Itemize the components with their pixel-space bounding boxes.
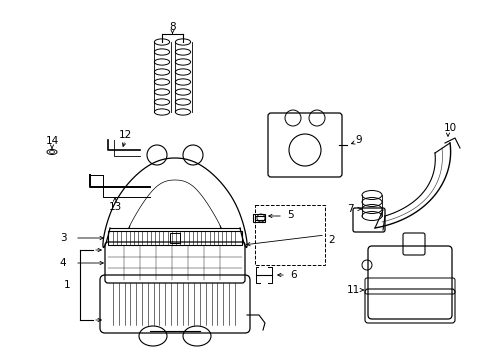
Text: 5: 5 (287, 210, 294, 220)
Text: 1: 1 (63, 280, 70, 290)
Bar (254, 216, 264, 220)
Text: 10: 10 (443, 123, 456, 133)
Text: 13: 13 (108, 202, 122, 212)
Bar (254, 205, 325, 265)
Text: 9: 9 (355, 135, 362, 145)
Text: 12: 12 (118, 130, 131, 140)
Text: 8: 8 (169, 22, 176, 32)
Text: 6: 6 (290, 270, 297, 280)
Bar (252, 214, 264, 222)
Text: 3: 3 (60, 233, 66, 243)
Text: 7: 7 (346, 204, 353, 214)
Text: 4: 4 (60, 258, 66, 268)
Bar (108, 231, 242, 245)
Text: 14: 14 (45, 136, 59, 146)
Text: 11: 11 (346, 285, 359, 295)
Text: 2: 2 (328, 235, 335, 245)
Bar (170, 233, 180, 243)
